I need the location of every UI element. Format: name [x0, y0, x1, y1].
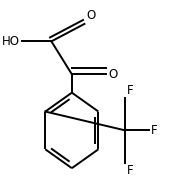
Text: F: F — [151, 124, 158, 137]
Text: F: F — [127, 83, 133, 97]
Text: HO: HO — [2, 35, 20, 48]
Text: O: O — [86, 9, 95, 22]
Text: O: O — [109, 68, 118, 81]
Text: F: F — [127, 164, 133, 177]
